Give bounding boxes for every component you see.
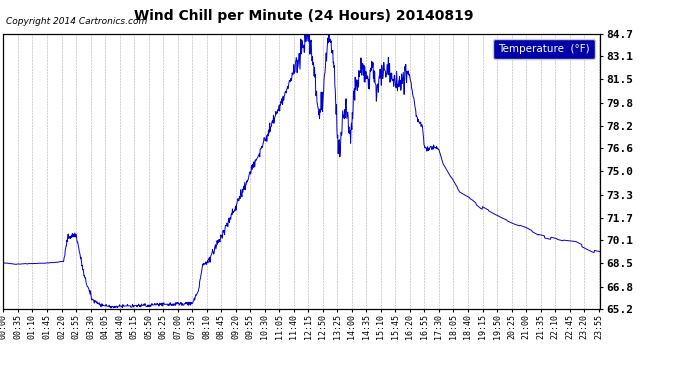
Text: Wind Chill per Minute (24 Hours) 20140819: Wind Chill per Minute (24 Hours) 2014081… (134, 9, 473, 23)
Legend: Temperature  (°F): Temperature (°F) (493, 39, 595, 59)
Text: Copyright 2014 Cartronics.com: Copyright 2014 Cartronics.com (6, 17, 147, 26)
